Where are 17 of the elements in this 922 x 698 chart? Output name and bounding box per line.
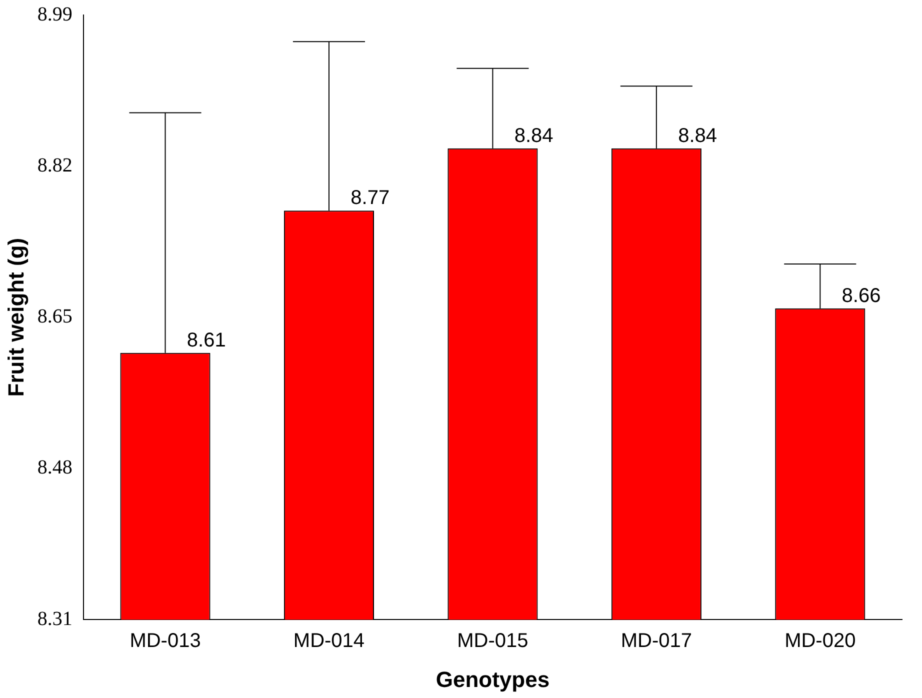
y-tick-label: 8.99 — [37, 3, 72, 26]
x-tick-label: MD-013 — [130, 630, 201, 652]
x-tick-label: MD-020 — [784, 630, 856, 652]
y-tick-label: 8.65 — [37, 306, 72, 328]
x-tick-label: MD-014 — [293, 630, 365, 652]
data-label: 8.84 — [514, 124, 554, 147]
y-tick-label: 8.31 — [37, 608, 72, 630]
y-axis-title: Fruit weight (g) — [3, 238, 28, 397]
data-label: 8.61 — [186, 329, 226, 352]
data-label: 8.77 — [350, 187, 390, 210]
x-tick-label: MD-015 — [457, 630, 528, 652]
x-tick-label: MD-017 — [620, 630, 692, 652]
y-tick-label: 8.82 — [37, 154, 72, 176]
y-tick-label: 8.48 — [37, 456, 72, 479]
data-label: 8.84 — [678, 124, 718, 147]
x-axis-title: Genotypes — [436, 666, 550, 692]
data-label: 8.66 — [842, 284, 881, 307]
